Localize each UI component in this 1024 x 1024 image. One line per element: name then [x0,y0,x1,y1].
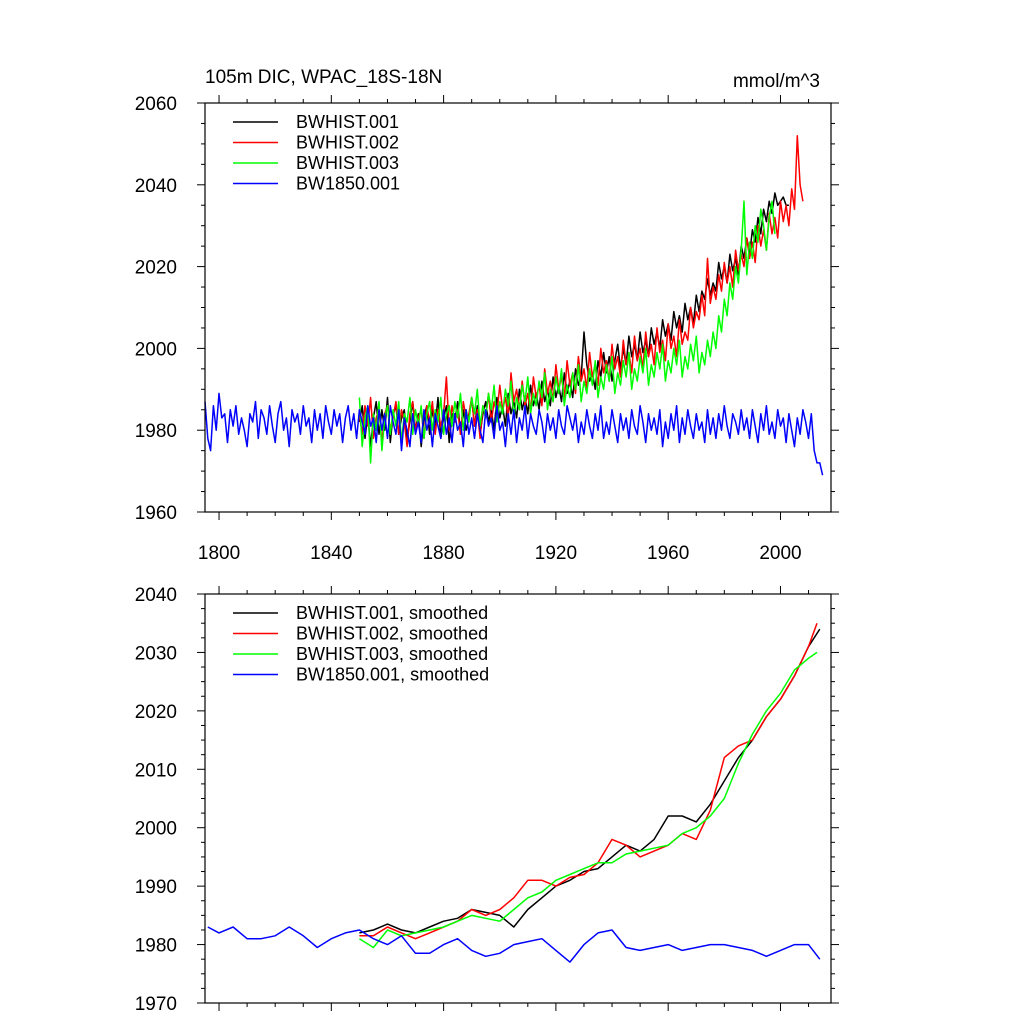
top-legend-label: BWHIST.002 [296,133,399,153]
top-x-tick-label: 1880 [422,543,464,564]
bottom-y-tick-label: 1970 [135,994,177,1015]
top-panel: 105m DIC, WPAC_18S-18N mmol/m^3 1800 1840… [135,67,839,564]
bottom-y-tick-label: 2030 [135,643,177,664]
top-x-tick-label: 2000 [759,543,801,564]
top-series-line-bw1850-001 [204,392,824,476]
bottom-legend-label: BWHIST.003, smoothed [296,644,488,664]
top-y-tick-label: 1980 [135,421,177,442]
top-axis-ticks: 1800 1840 1880 1920 1960 2000 1960 1980 2000 2020… [135,94,839,564]
top-y-tick-label: 1960 [135,503,177,524]
top-legend-label: BWHIST.001 [296,112,399,132]
bottom-legend-label: BWHIST.001, smoothed [296,603,488,623]
top-series-lines [204,134,824,476]
bottom-series-line-bwhist-002-smoothed [359,622,818,940]
top-y-tick-label: 2040 [135,176,177,197]
bottom-axis-ticks: 1970 1980 1990 2000 2010 2020 2030 2040 [135,585,839,1015]
top-series-line-bwhist-003 [358,200,776,464]
bottom-y-tick-label: 1990 [135,877,177,898]
bottom-legend-label: BW1850.001, smoothed [296,665,489,685]
bottom-series-lines [207,622,821,963]
bottom-y-tick-label: 2020 [135,702,177,723]
bottom-y-tick-label: 2000 [135,819,177,840]
bottom-series-line-bwhist-003-smoothed [359,651,818,949]
top-chart-title: 105m DIC, WPAC_18S-18N [205,67,442,88]
bottom-y-tick-label: 1980 [135,936,177,957]
bottom-y-tick-label: 2010 [135,760,177,781]
top-x-tick-label: 1960 [647,543,689,564]
top-y-tick-label: 2000 [135,339,177,360]
bottom-panel: 1970 1980 1990 2000 2010 2020 2030 2040 BWHIST.… [135,585,839,1015]
bottom-y-tick-label: 2040 [135,585,177,606]
top-legend-label: BW1850.001 [296,174,400,194]
bottom-series-line-bw1850-001-smoothed [207,926,821,963]
bottom-legend-label: BWHIST.002, smoothed [296,624,488,644]
top-x-tick-label: 1800 [198,543,240,564]
top-y-tick-label: 2060 [135,94,177,115]
top-x-tick-label: 1840 [310,543,352,564]
top-chart-units: mmol/m^3 [733,71,820,92]
top-plot-frame [204,102,832,513]
top-legend-label: BWHIST.003 [296,153,399,173]
bottom-plot-frame [204,593,832,1004]
top-y-tick-label: 2020 [135,258,177,279]
top-series-line-bwhist-002 [358,134,804,448]
top-x-tick-label: 1920 [535,543,577,564]
